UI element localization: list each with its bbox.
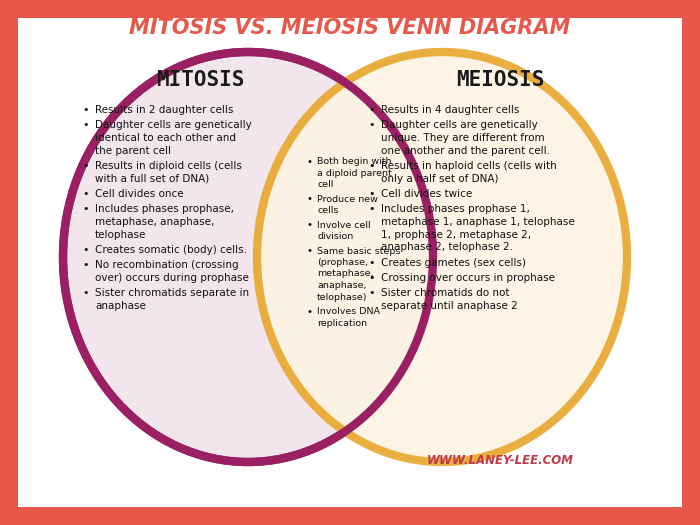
Text: Sister chromatids separate in: Sister chromatids separate in — [95, 289, 249, 299]
Text: Same basic steps: Same basic steps — [317, 247, 400, 256]
Text: •: • — [368, 289, 374, 299]
Text: •: • — [82, 189, 88, 199]
Text: •: • — [307, 157, 313, 167]
Text: •: • — [368, 189, 374, 199]
Text: Cell divides once: Cell divides once — [95, 189, 183, 199]
Ellipse shape — [257, 52, 627, 462]
Text: Includes phases prophase 1,: Includes phases prophase 1, — [381, 205, 530, 215]
Text: (prophase,: (prophase, — [317, 258, 368, 267]
Text: Creates gametes (sex cells): Creates gametes (sex cells) — [381, 257, 526, 268]
Text: telophase): telophase) — [317, 292, 368, 301]
Text: Sister chromatids do not: Sister chromatids do not — [381, 289, 510, 299]
Text: metaphase 1, anaphase 1, telophase: metaphase 1, anaphase 1, telophase — [381, 217, 575, 227]
Text: replication: replication — [317, 319, 367, 328]
Text: Includes phases prophase,: Includes phases prophase, — [95, 205, 234, 215]
Text: •: • — [82, 105, 88, 115]
Text: only a half set of DNA): only a half set of DNA) — [381, 173, 498, 184]
Text: Both begin with: Both begin with — [317, 157, 391, 166]
Text: WWW.LANEY-LEE.COM: WWW.LANEY-LEE.COM — [426, 454, 573, 467]
Text: cell: cell — [317, 180, 333, 189]
Text: •: • — [82, 289, 88, 299]
Text: Creates somatic (body) cells.: Creates somatic (body) cells. — [95, 245, 247, 255]
Text: •: • — [368, 205, 374, 215]
Text: identical to each other and: identical to each other and — [95, 133, 236, 143]
Text: telophase: telophase — [95, 229, 146, 239]
Text: cells: cells — [317, 206, 338, 215]
Text: metaphase,: metaphase, — [317, 269, 374, 278]
Text: •: • — [82, 205, 88, 215]
Text: one another and the parent cell.: one another and the parent cell. — [381, 145, 550, 155]
Text: •: • — [368, 257, 374, 268]
Text: •: • — [82, 260, 88, 270]
Text: •: • — [307, 307, 313, 317]
Text: anaphase 2, telophase 2.: anaphase 2, telophase 2. — [381, 242, 513, 252]
Text: Daughter cells are genetically: Daughter cells are genetically — [381, 121, 538, 131]
Text: Involve cell: Involve cell — [317, 220, 370, 229]
Text: •: • — [368, 161, 374, 171]
Text: •: • — [82, 245, 88, 255]
Text: Results in diploid cells (cells: Results in diploid cells (cells — [95, 161, 242, 171]
Text: the parent cell: the parent cell — [95, 145, 171, 155]
Text: MEIOSIS: MEIOSIS — [456, 70, 544, 90]
Text: •: • — [368, 273, 374, 283]
Text: Cell divides twice: Cell divides twice — [381, 189, 472, 199]
Text: Produce new: Produce new — [317, 194, 378, 204]
Text: a diploid parent: a diploid parent — [317, 169, 392, 177]
Text: •: • — [368, 105, 374, 115]
Text: MITOSIS: MITOSIS — [156, 70, 244, 90]
Text: Results in 4 daughter cells: Results in 4 daughter cells — [381, 105, 519, 115]
Text: 1, prophase 2, metaphase 2,: 1, prophase 2, metaphase 2, — [381, 229, 531, 239]
Text: division: division — [317, 232, 354, 241]
FancyBboxPatch shape — [18, 18, 682, 507]
Text: •: • — [307, 220, 313, 230]
Text: MITOSIS VS. MEIOSIS VENN DIAGRAM: MITOSIS VS. MEIOSIS VENN DIAGRAM — [130, 18, 570, 38]
Text: Results in 2 daughter cells: Results in 2 daughter cells — [95, 105, 233, 115]
Text: anaphase: anaphase — [95, 301, 146, 311]
Text: Daughter cells are genetically: Daughter cells are genetically — [95, 121, 252, 131]
Text: unique. They are different from: unique. They are different from — [381, 133, 545, 143]
Text: Results in haploid cells (cells with: Results in haploid cells (cells with — [381, 161, 556, 171]
Text: •: • — [307, 194, 313, 205]
Text: Involves DNA: Involves DNA — [317, 307, 380, 316]
Text: •: • — [368, 121, 374, 131]
Ellipse shape — [63, 52, 433, 462]
Text: separate until anaphase 2: separate until anaphase 2 — [381, 301, 518, 311]
Text: •: • — [82, 161, 88, 171]
Text: Crossing over occurs in prophase: Crossing over occurs in prophase — [381, 273, 555, 283]
Text: metaphase, anaphase,: metaphase, anaphase, — [95, 217, 214, 227]
Text: over) occurs during prophase: over) occurs during prophase — [95, 273, 249, 283]
Text: •: • — [307, 247, 313, 257]
Text: anaphase,: anaphase, — [317, 281, 367, 290]
Text: with a full set of DNA): with a full set of DNA) — [95, 173, 209, 184]
Text: •: • — [82, 121, 88, 131]
Text: No recombination (crossing: No recombination (crossing — [95, 260, 239, 270]
